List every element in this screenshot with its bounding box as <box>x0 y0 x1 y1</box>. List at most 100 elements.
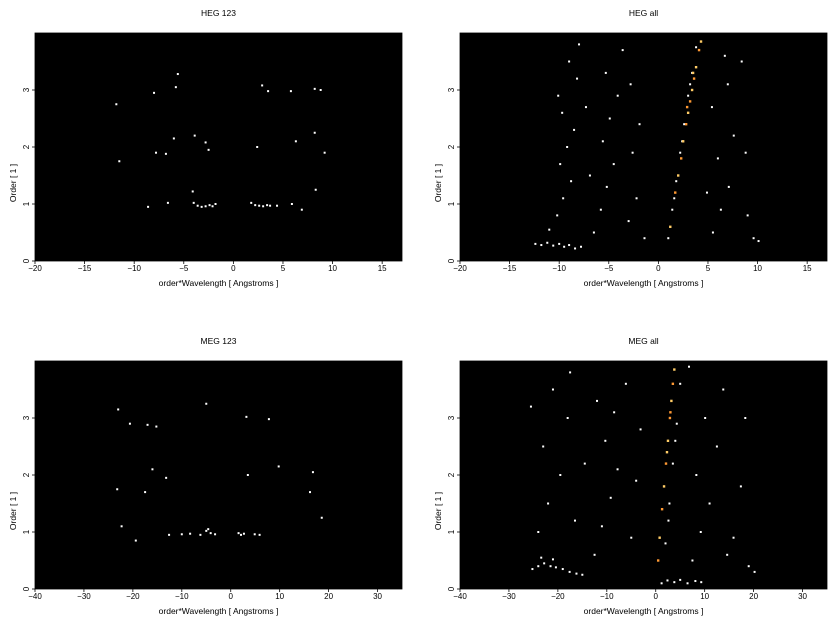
data-point <box>309 491 312 494</box>
data-point <box>624 382 627 385</box>
data-point <box>313 131 316 134</box>
data-point <box>679 382 682 385</box>
data-point <box>635 197 638 200</box>
data-point <box>570 180 573 183</box>
hot-data-point <box>662 485 666 488</box>
x-tick-label: 10 <box>700 592 709 601</box>
data-point <box>214 533 217 536</box>
data-point <box>534 242 537 245</box>
data-point <box>551 388 554 391</box>
data-point <box>688 365 691 368</box>
data-point <box>744 417 747 419</box>
chart-title: HEG 123 <box>201 8 236 18</box>
data-point <box>568 570 571 573</box>
data-point <box>596 399 599 402</box>
hot-data-point <box>666 439 670 442</box>
y-tick-label: 3 <box>22 415 31 420</box>
data-point <box>164 152 167 155</box>
data-point <box>547 502 550 505</box>
y-tick-label: 2 <box>22 472 31 477</box>
hot-data-point <box>668 416 672 420</box>
x-tick-label: −20 <box>28 264 42 273</box>
x-tick-label: 5 <box>706 264 711 273</box>
y-tick-label: 3 <box>22 87 31 92</box>
x-axis-label: order*Wavelength [ Angstroms ] <box>159 278 279 288</box>
data-point <box>155 425 158 428</box>
x-tick-label: −15 <box>503 264 517 273</box>
data-point <box>601 140 604 143</box>
data-point <box>679 578 682 581</box>
data-point <box>708 502 711 505</box>
data-point <box>207 148 210 151</box>
x-tick-label: 0 <box>656 264 661 273</box>
hot-data-point <box>673 368 676 371</box>
data-point <box>192 201 195 204</box>
x-tick-label: −5 <box>604 264 614 273</box>
hot-data-point <box>677 174 680 177</box>
x-tick-label: −30 <box>502 592 516 601</box>
y-tick-label: 2 <box>22 144 31 149</box>
data-point <box>667 237 670 240</box>
data-point <box>562 197 565 200</box>
y-axis-label: Order [ 1 ] <box>433 164 443 202</box>
data-point <box>205 529 208 532</box>
data-point <box>695 46 698 49</box>
data-point <box>675 180 678 183</box>
data-point <box>627 220 630 223</box>
data-point <box>542 445 545 448</box>
data-point <box>757 240 760 243</box>
data-point <box>207 528 210 531</box>
data-point <box>254 204 257 207</box>
x-tick-label: −10 <box>127 264 141 273</box>
data-point <box>695 474 698 476</box>
data-point <box>165 476 168 479</box>
data-point <box>592 231 595 234</box>
hot-data-point <box>684 123 688 126</box>
data-point <box>314 188 317 191</box>
data-point <box>204 141 207 144</box>
x-tick-label: −30 <box>77 592 91 601</box>
hot-data-point <box>688 100 692 103</box>
hot-data-point <box>692 77 696 80</box>
x-tick-label: 10 <box>753 264 762 273</box>
data-point <box>153 91 156 94</box>
plot-frame <box>34 360 403 590</box>
data-point <box>559 163 562 166</box>
x-tick-label: 20 <box>324 592 333 601</box>
y-tick-label: 2 <box>447 144 456 149</box>
data-point <box>319 89 322 91</box>
data-point <box>671 208 674 211</box>
y-tick-label: 0 <box>22 586 31 591</box>
data-point <box>120 525 123 528</box>
chart-title: MEG all <box>628 336 658 346</box>
data-point <box>250 201 253 204</box>
data-point <box>747 565 750 568</box>
data-point <box>204 205 207 208</box>
hot-data-point <box>686 111 690 114</box>
data-point <box>691 559 694 562</box>
data-point <box>540 556 543 559</box>
plot-frame <box>34 32 403 262</box>
x-tick-label: −10 <box>552 264 566 273</box>
data-point <box>180 533 183 536</box>
hot-data-point <box>681 140 685 143</box>
data-point <box>205 402 208 405</box>
hot-data-point <box>679 157 683 160</box>
data-point <box>211 205 214 208</box>
data-point <box>134 539 137 542</box>
data-point <box>209 532 212 535</box>
data-point <box>569 371 572 374</box>
data-point <box>294 140 297 143</box>
data-point <box>168 533 171 536</box>
data-point <box>711 231 714 234</box>
data-point <box>246 474 249 476</box>
x-tick-label: 15 <box>378 264 387 273</box>
plot-frame <box>459 360 828 590</box>
data-point <box>561 111 564 114</box>
data-point <box>710 106 713 109</box>
data-point <box>699 531 702 533</box>
data-point <box>746 214 749 217</box>
x-tick-label: −10 <box>175 592 189 601</box>
y-axis-label: Order [ 1 ] <box>8 492 18 530</box>
